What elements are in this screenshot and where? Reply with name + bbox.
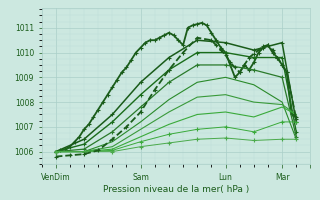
X-axis label: Pression niveau de la mer( hPa ): Pression niveau de la mer( hPa ): [103, 185, 249, 194]
